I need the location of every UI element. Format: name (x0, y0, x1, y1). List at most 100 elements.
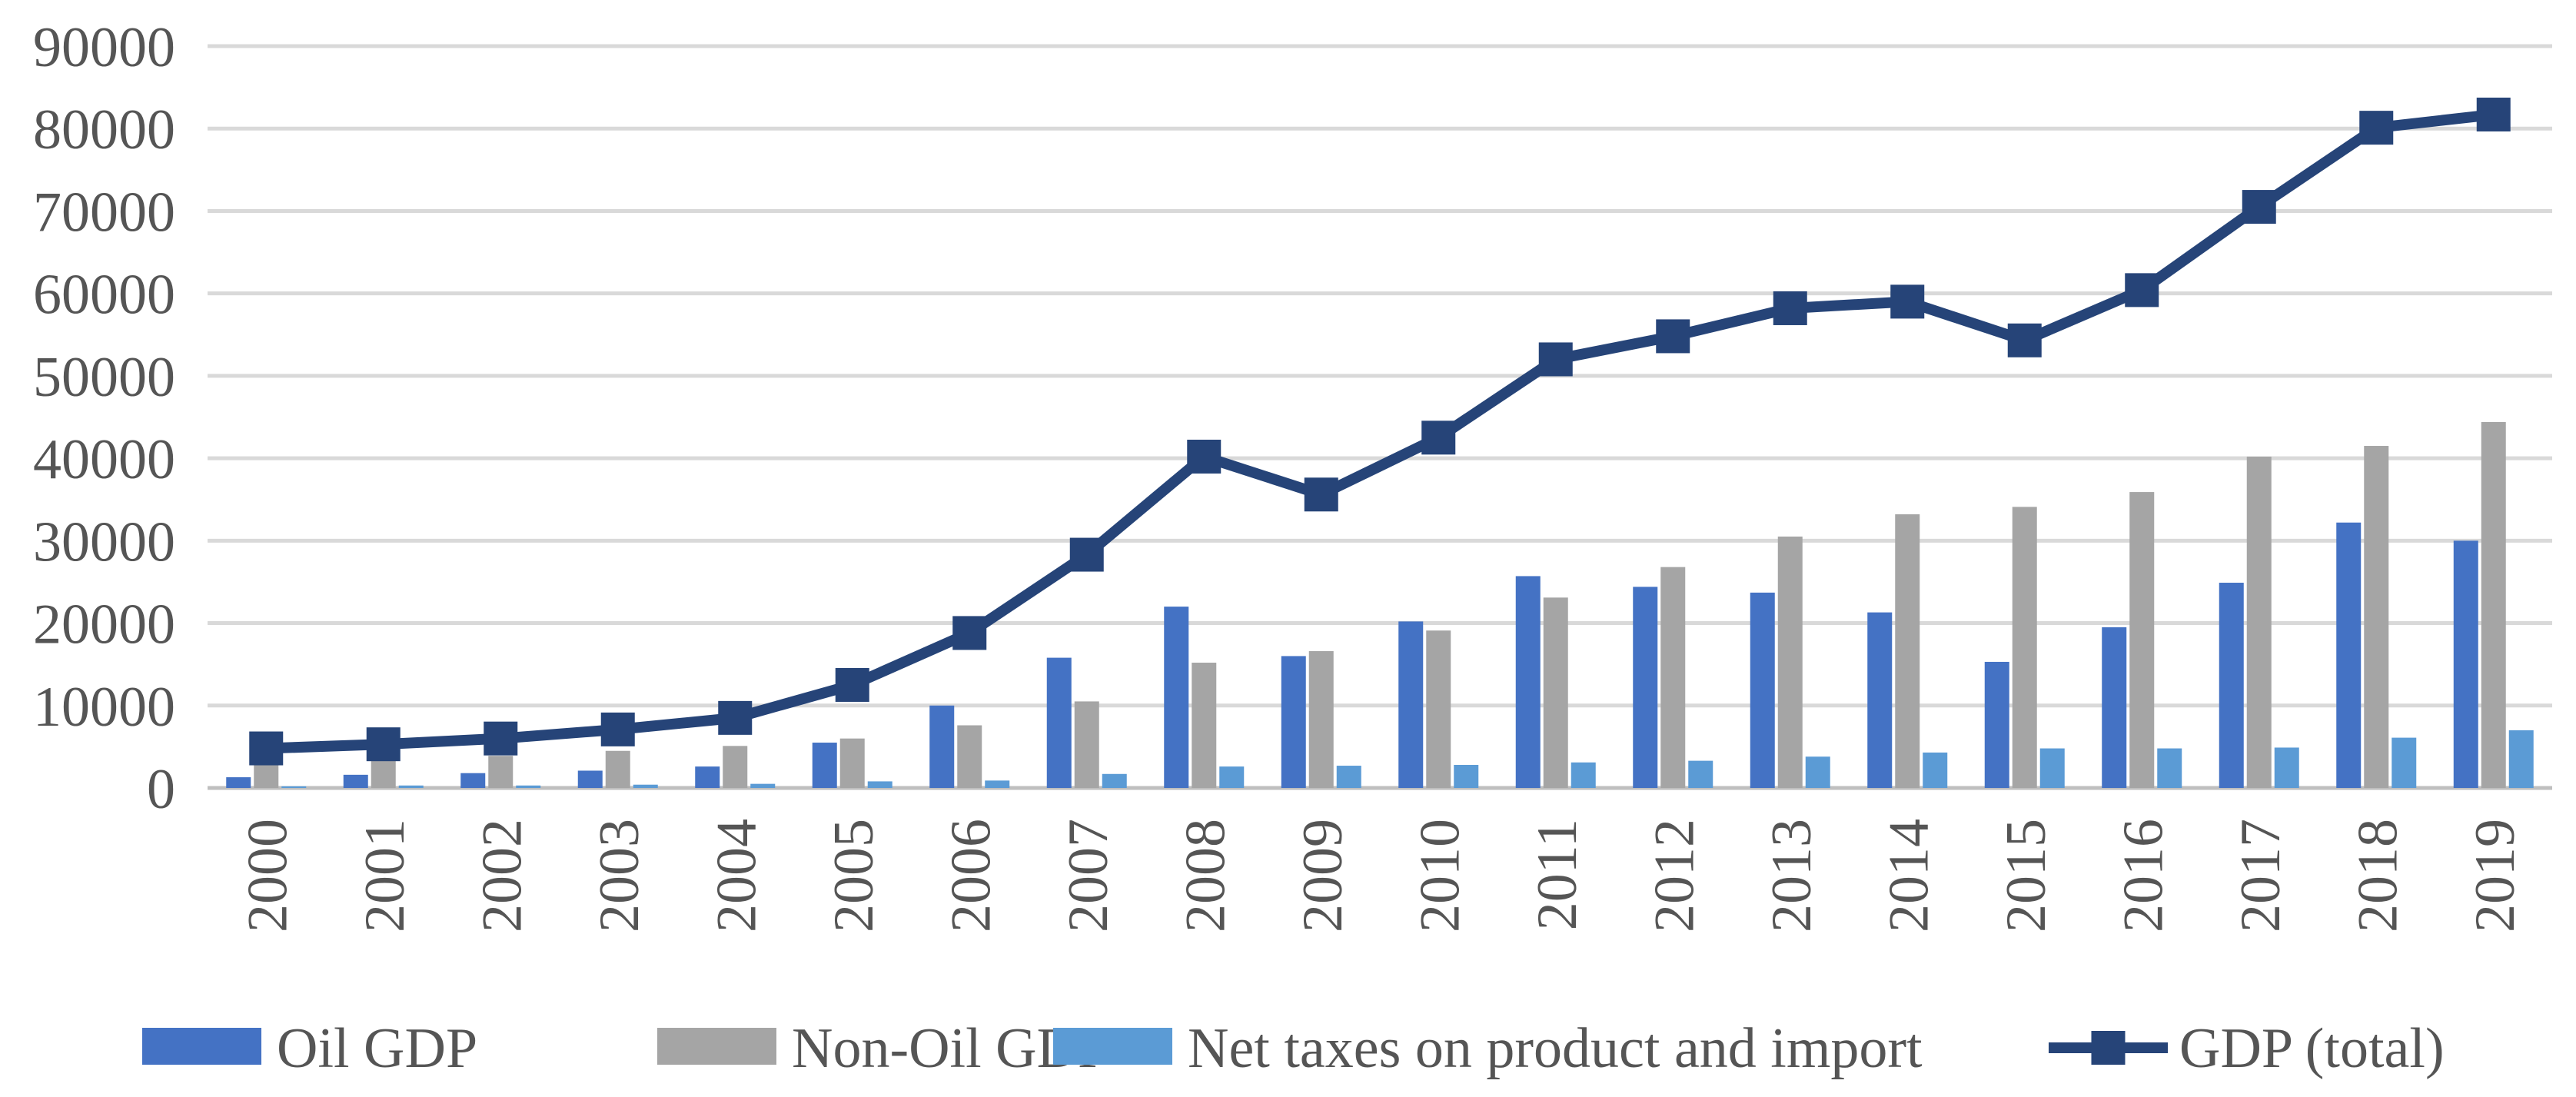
gridlines (208, 44, 2552, 790)
bar-non-oil-gdp (1308, 651, 1334, 788)
x-tick-label: 2016 (2112, 819, 2175, 932)
gdp-total-marker (1304, 477, 1338, 512)
legend-label-net-taxes-on-product-and-import: Net taxes on product and import (1188, 1017, 1923, 1080)
bar-net-taxes-on-product-and-import (1454, 764, 1479, 788)
x-tick-label: 2007 (1057, 819, 1120, 932)
bar-non-oil-gdp (488, 756, 514, 788)
bar-oil-gdp (2219, 583, 2244, 788)
gdp-total-marker (718, 700, 753, 735)
gdp-total-marker (2359, 111, 2394, 145)
bar-non-oil-gdp (2012, 507, 2037, 788)
x-tick-label: 2010 (1408, 819, 1471, 932)
bar-oil-gdp (1867, 612, 1893, 788)
gdp-total-marker (1890, 284, 1925, 319)
x-tick-label: 2018 (2346, 819, 2409, 932)
bar-net-taxes-on-product-and-import (1102, 773, 1127, 788)
bar-oil-gdp (226, 777, 251, 788)
x-tick-label: 2019 (2464, 819, 2527, 932)
y-tick-label: 60000 (33, 264, 175, 327)
gdp-total-marker (249, 731, 284, 766)
gdp-total-marker (2476, 97, 2511, 131)
bar-net-taxes-on-product-and-import (2508, 730, 2534, 788)
y-tick-label: 0 (147, 758, 175, 821)
bar-oil-gdp (2453, 540, 2478, 788)
bar-oil-gdp (343, 774, 368, 788)
bar-oil-gdp (460, 773, 486, 788)
legend-swatch-net-taxes-on-product-and-import (1053, 1028, 1172, 1065)
bar-oil-gdp (1750, 592, 1775, 788)
y-tick-label: 50000 (33, 346, 175, 409)
bar-net-taxes-on-product-and-import (2274, 747, 2299, 788)
bar-non-oil-gdp (2481, 421, 2506, 788)
bar-oil-gdp (2336, 522, 2362, 788)
y-tick-label: 20000 (33, 593, 175, 657)
bar-non-oil-gdp (1192, 663, 1217, 788)
legend-label-gdp-total: GDP (total) (2179, 1017, 2445, 1080)
gdp-total-line (266, 109, 2495, 754)
bar-net-taxes-on-product-and-import (750, 783, 776, 788)
bar-net-taxes-on-product-and-import (1805, 756, 1830, 788)
bar-oil-gdp (1984, 661, 2009, 788)
bar-non-oil-gdp (1543, 597, 1568, 788)
legend-swatch-non-oil-gdp (657, 1028, 776, 1065)
y-tick-label: 70000 (33, 181, 175, 244)
bar-oil-gdp (929, 705, 955, 788)
bar-oil-gdp (1164, 607, 1189, 788)
gdp-total-marker (366, 727, 401, 762)
bar-non-oil-gdp (723, 746, 748, 788)
x-tick-label: 2017 (2229, 819, 2292, 932)
bar-oil-gdp (1046, 657, 1072, 788)
gdp-total-marker (600, 712, 635, 746)
legend-label-oil-gdp: Oil GDP (277, 1017, 477, 1080)
y-tick-label: 10000 (33, 676, 175, 739)
bar-non-oil-gdp (839, 738, 865, 788)
bar-non-oil-gdp (371, 760, 396, 788)
gdp-total-marker (2125, 273, 2159, 307)
bar-net-taxes-on-product-and-import (398, 785, 424, 788)
bar-non-oil-gdp (605, 750, 630, 788)
bar-non-oil-gdp (254, 763, 279, 788)
bar-non-oil-gdp (2129, 492, 2155, 788)
x-tick-label: 2009 (1291, 819, 1354, 932)
gdp-total-marker (1538, 342, 1573, 377)
bar-oil-gdp (812, 743, 837, 788)
gdp-total-marker (2007, 323, 2042, 357)
bar-net-taxes-on-product-and-import (2157, 748, 2182, 788)
bar-net-taxes-on-product-and-import (1923, 752, 1948, 788)
bar-net-taxes-on-product-and-import (1219, 766, 1245, 788)
bar-oil-gdp (1515, 576, 1541, 788)
y-tick-label: 80000 (33, 98, 175, 161)
bar-non-oil-gdp (2364, 446, 2389, 788)
bar-oil-gdp (695, 766, 720, 788)
gdp-total-line-group (249, 97, 2511, 766)
bar-net-taxes-on-product-and-import (1571, 762, 1596, 788)
bar-net-taxes-on-product-and-import (2039, 748, 2065, 788)
bar-net-taxes-on-product-and-import (2392, 737, 2417, 788)
legend-swatch-oil-gdp (142, 1028, 261, 1065)
x-tick-label: 2008 (1174, 819, 1237, 932)
bar-non-oil-gdp (1074, 701, 1099, 788)
x-tick-label: 2006 (939, 819, 1002, 932)
bar-non-oil-gdp (2246, 456, 2272, 788)
gdp-total-marker (1656, 319, 1690, 354)
x-tick-label: 2012 (1643, 819, 1706, 932)
gdp-total-marker (952, 616, 987, 650)
x-tick-label: 2015 (1995, 819, 2058, 932)
bar-oil-gdp (2102, 627, 2127, 788)
y-tick-label: 30000 (33, 510, 175, 573)
gdp-total-marker (835, 667, 869, 702)
bar-non-oil-gdp (1660, 567, 1686, 788)
bar-oil-gdp (1398, 621, 1424, 788)
legend: Oil GDP Non-Oil GDP Net taxes on product a… (142, 1017, 2445, 1080)
bar-net-taxes-on-product-and-import (1336, 766, 1361, 788)
x-tick-label: 2011 (1526, 819, 1589, 930)
bars (226, 421, 2534, 788)
x-tick-label: 2005 (823, 819, 886, 932)
x-tick-label: 2013 (1760, 819, 1823, 932)
bar-non-oil-gdp (957, 725, 982, 788)
x-tick-label: 2002 (470, 819, 533, 932)
x-axis-ticks: 2000 2001 2002 2003 2004 2005 2006 2007 2008 2009… (236, 819, 2527, 932)
x-tick-label: 2003 (588, 819, 651, 932)
